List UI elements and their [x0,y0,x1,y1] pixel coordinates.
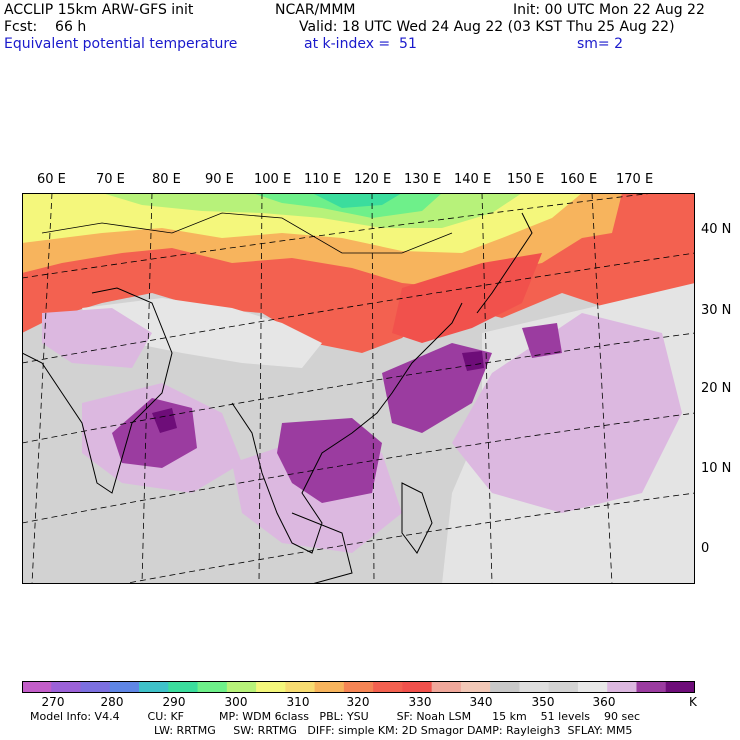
lat-label-40n: 40 N [701,222,732,237]
japan-warm-band [392,253,542,343]
colorbar-tick-340: 340 [469,695,493,709]
japan-coastline [476,212,533,314]
colorbar-tick-350: 350 [531,695,555,709]
graticule [22,193,695,584]
institution-label: NCAR/MMM [275,2,356,18]
bengal-core [112,398,197,468]
model-info-line1: Model Info: V4.4 CU: KF MP: WDM 6class P… [30,710,641,723]
theta-e-map [22,193,695,584]
colorbar-segment [519,681,550,693]
colorbar-segment [51,681,82,693]
lon-label-120e: 120 E [354,172,392,187]
colorbar-tick-320: 320 [346,695,370,709]
colorbar-tick-270: 270 [41,695,65,709]
colorbar-tick-290: 290 [162,695,186,709]
lon-label-70e: 70 E [96,172,125,187]
colorbar-tick-330: 330 [408,695,432,709]
level-label: at k-index = 51 [304,36,417,52]
band-290 [312,193,402,208]
colorbar-segment [197,681,228,693]
map-frame [22,193,695,584]
philippine-sea-core [382,343,492,433]
pacific-core [522,323,562,358]
india-coastline [22,287,173,494]
forecast-hour: Fcst: 66 h [4,19,87,35]
field-name: Equivalent potential temperature [4,36,238,52]
borneo-coastline [291,512,353,584]
colorbar-segment [548,681,579,693]
colorbar-segment [402,681,433,693]
lat-label-0: 0 [701,541,710,556]
colorbar-segment [22,681,52,693]
scs-core [277,418,382,503]
smoothing-label: sm= 2 [577,36,624,52]
run-title: ACCLIP 15km ARW-GFS init [4,2,194,18]
philippines-coastline [401,482,433,554]
colorbar-tick-280: 280 [100,695,124,709]
colorbar-segment [109,681,140,693]
colorbar-segment [226,681,257,693]
lat-label-10n: 10 N [701,461,732,476]
lat-label-30n: 30 N [701,303,732,318]
colorbar-segment [460,681,491,693]
colorbar-segment [490,681,520,693]
colorbar-segment [139,681,169,693]
colorbar-segment [607,681,637,693]
lon-label-140e: 140 E [454,172,492,187]
colorbar-frame [22,681,695,693]
lon-label-110e: 110 E [304,172,342,187]
lon-label-80e: 80 E [152,172,181,187]
colorbar-unit: K [689,695,697,709]
colorbar-tick-360: 360 [592,695,616,709]
colorbar [22,681,695,693]
pacific-moist [452,313,682,513]
lon-label-170e: 170 E [616,172,654,187]
lon-label-160e: 160 E [560,172,598,187]
lon-label-60e: 60 E [37,172,66,187]
se-asia-coastline [231,302,463,554]
lon-label-100e: 100 E [254,172,292,187]
valid-time: Valid: 18 UTC Wed 24 Aug 22 (03 KST Thu … [299,19,675,35]
colorbar-segment [665,681,695,693]
colorbar-segment [168,681,199,693]
colorbar-segment [314,681,345,693]
colorbar-segment [431,681,462,693]
model-info-line2: LW: RRTMG SW: RRTMG DIFF: simple KM: 2D … [154,724,633,737]
colorbar-segment [256,681,286,693]
lon-label-150e: 150 E [507,172,545,187]
colorbar-segment [577,681,608,693]
colorbar-tick-300: 300 [224,695,248,709]
lon-label-130e: 130 E [404,172,442,187]
tibet-plateau [82,298,322,368]
lon-label-90e: 90 E [205,172,234,187]
colorbar-segment [80,681,111,693]
bengal-peak [152,408,177,433]
india-north-moist [42,308,152,368]
colorbar-tick-310: 310 [286,695,310,709]
colorbar-segment [343,681,374,693]
colorbar-segment [636,681,667,693]
lat-label-20n: 20 N [701,381,732,396]
colorbar-segment [373,681,403,693]
border-lines [41,212,453,254]
init-time: Init: 00 UTC Mon 22 Aug 22 [513,2,705,18]
colorbar-segment [285,681,316,693]
